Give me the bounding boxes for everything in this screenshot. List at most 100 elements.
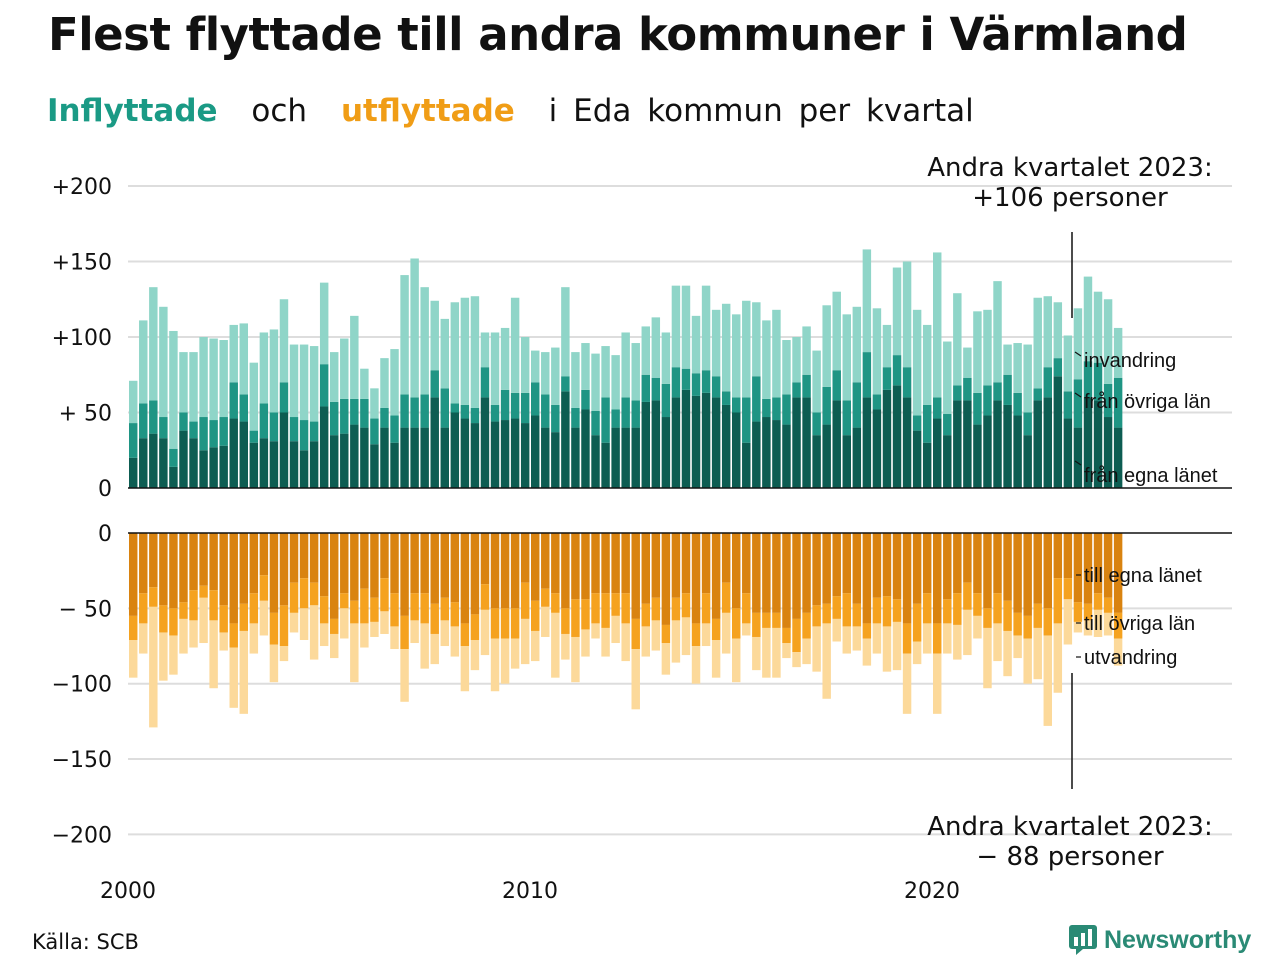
bar-in-1	[842, 400, 851, 436]
y-tick-label: −150	[52, 748, 112, 773]
brand-name: Newsworthy	[1104, 925, 1252, 954]
bar-in-2	[742, 300, 751, 398]
bar-out-4	[531, 600, 540, 631]
bar-in-0	[581, 409, 590, 488]
bar-out-5	[169, 635, 178, 675]
annotation-bottom: − 88 personer	[976, 842, 1164, 872]
bar-out-3	[531, 533, 540, 601]
bar-in-2	[852, 306, 862, 383]
bar-out-3	[309, 533, 319, 583]
bar-out-5	[289, 612, 299, 633]
bar-out-3	[792, 533, 801, 619]
bar-in-0	[912, 430, 922, 488]
bar-out-3	[430, 533, 439, 604]
bar-out-4	[792, 618, 801, 653]
bar-in-0	[289, 441, 299, 488]
bar-in-2	[319, 282, 329, 365]
bar-in-2	[209, 338, 218, 421]
bar-out-3	[541, 533, 550, 589]
bar-out-5	[641, 626, 650, 657]
y-tick-label: + 50	[59, 402, 112, 427]
bar-out-3	[1093, 533, 1103, 594]
bar-out-5	[139, 623, 148, 654]
bar-in-1	[1013, 392, 1022, 416]
bar-out-3	[1053, 533, 1063, 579]
bar-out-4	[882, 596, 892, 627]
bar-out-5	[953, 624, 962, 660]
bar-out-5	[470, 639, 480, 671]
bar-out-3	[249, 533, 259, 594]
bar-in-2	[882, 324, 892, 368]
bar-in-0	[812, 435, 821, 488]
bar-out-3	[239, 533, 248, 604]
bar-out-3	[520, 533, 530, 583]
bar-out-5	[531, 630, 540, 662]
bar-out-4	[139, 593, 148, 624]
bar-in-2	[139, 320, 148, 404]
bar-in-0	[1053, 376, 1063, 488]
bar-out-4	[601, 593, 610, 628]
bar-out-4	[1033, 603, 1042, 628]
bar-in-1	[1103, 383, 1113, 418]
x-tick-label: 2010	[502, 879, 558, 904]
bar-in-0	[1083, 397, 1093, 488]
bar-out-4	[279, 605, 289, 647]
bar-in-2	[330, 352, 339, 402]
bar-out-3	[721, 533, 731, 583]
bar-out-5	[269, 644, 279, 683]
bar-in-1	[490, 404, 500, 422]
bar-in-2	[782, 340, 791, 395]
bar-in-2	[1073, 308, 1083, 380]
source-note: Källa: SCB	[32, 930, 139, 954]
bar-in-2	[1083, 276, 1093, 362]
bar-in-1	[752, 376, 761, 422]
bar-in-2	[591, 353, 600, 411]
bar-in-1	[269, 412, 279, 442]
bar-in-1	[1113, 377, 1123, 428]
bar-in-0	[1033, 400, 1042, 488]
bar-out-4	[641, 603, 650, 627]
bar-out-4	[239, 603, 248, 631]
bar-in-0	[269, 441, 279, 488]
bar-out-5	[370, 621, 379, 637]
bar-in-2	[892, 267, 902, 356]
bar-in-2	[983, 309, 992, 386]
bar-in-2	[922, 324, 932, 405]
bar-out-3	[611, 533, 620, 594]
bar-out-5	[350, 623, 359, 683]
bar-out-3	[139, 533, 148, 594]
bar-out-4	[661, 624, 671, 644]
bar-out-5	[380, 611, 389, 634]
bar-out-3	[943, 533, 952, 600]
bar-out-5	[1103, 612, 1113, 636]
bar-in-1	[943, 414, 952, 436]
bar-out-3	[259, 533, 269, 576]
bar-out-5	[430, 633, 439, 665]
annotation-bottom: Andra kvartalet 2023:	[927, 812, 1212, 842]
subtitle-och: och	[251, 93, 308, 129]
bar-in-1	[1043, 367, 1052, 398]
bar-out-3	[691, 533, 701, 624]
bar-out-3	[802, 533, 811, 613]
bar-out-5	[460, 646, 470, 692]
bar-out-3	[470, 533, 480, 615]
bar-out-3	[279, 533, 289, 606]
bar-out-5	[450, 626, 460, 657]
bar-out-4	[460, 623, 470, 647]
bar-in-0	[872, 409, 882, 488]
bar-out-3	[671, 533, 681, 598]
bar-out-3	[159, 533, 168, 606]
bar-in-0	[440, 427, 449, 488]
bar-out-3	[179, 533, 188, 603]
bar-out-3	[581, 533, 590, 600]
bar-in-2	[1003, 344, 1012, 375]
bar-in-2	[772, 309, 781, 398]
bar-out-3	[149, 533, 158, 588]
bar-out-4	[470, 614, 480, 640]
bar-out-3	[340, 533, 349, 594]
bar-in-2	[1033, 297, 1042, 389]
bar-in-1	[732, 397, 741, 413]
bar-in-0	[963, 400, 972, 488]
bar-in-1	[742, 397, 751, 443]
bar-in-1	[159, 417, 168, 439]
